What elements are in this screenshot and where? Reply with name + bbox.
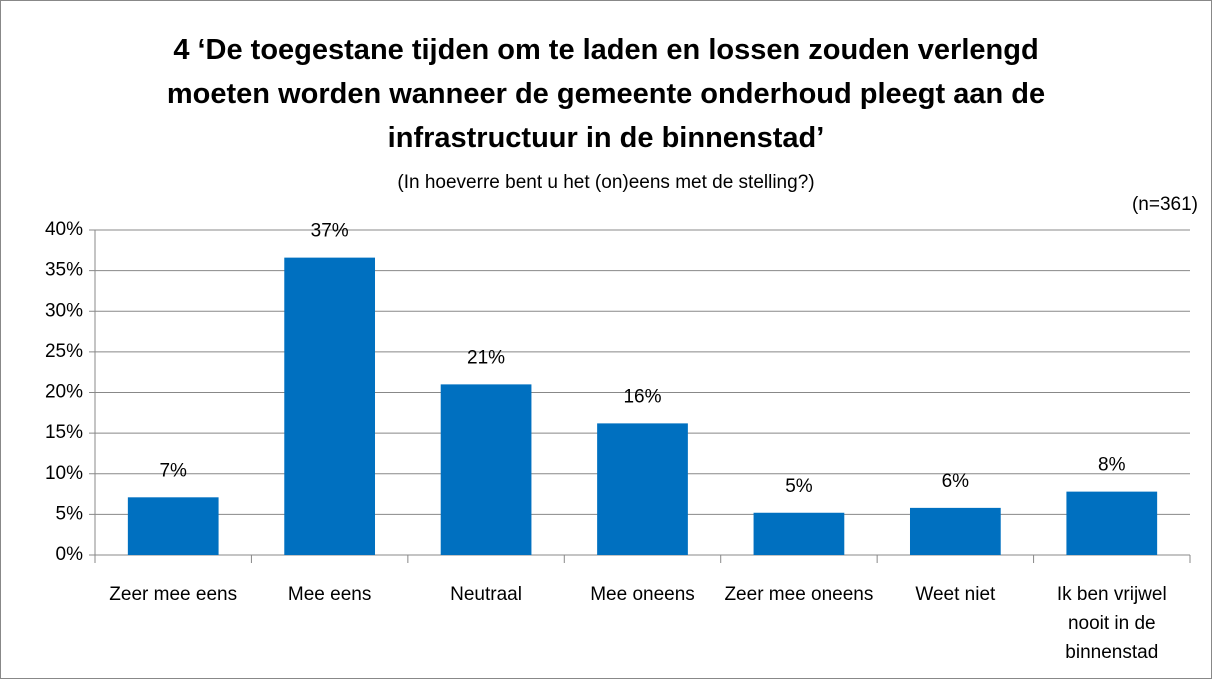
data-label: 8%	[1098, 455, 1126, 476]
bar	[127, 497, 219, 555]
data-label: 21%	[467, 347, 505, 368]
y-tick-label: 10%	[45, 463, 83, 484]
y-tick-label: 0%	[56, 544, 84, 565]
chart-title: 4 ‘De toegestane tijden om te laden en l…	[166, 34, 1046, 154]
chart-subtitle: (In hoeverre bent u het (on)eens met de …	[397, 172, 815, 193]
bar	[1066, 491, 1158, 555]
x-tick-label: Zeer mee oneens	[724, 584, 874, 605]
sample-size-note: (n=361)	[1131, 194, 1198, 215]
y-tick-label: 5%	[56, 503, 84, 524]
y-tick-label: 20%	[45, 382, 83, 403]
y-tick-label: 30%	[45, 300, 83, 321]
data-label: 6%	[942, 471, 970, 492]
data-label: 5%	[785, 476, 813, 497]
data-label: 7%	[159, 460, 187, 481]
y-tick-label: 25%	[45, 341, 83, 362]
x-tick-label: Zeer mee eens	[109, 584, 238, 605]
y-tick-label: 40%	[45, 219, 83, 240]
data-label: 37%	[311, 221, 349, 242]
bar	[440, 384, 532, 555]
bar	[597, 423, 688, 555]
x-tick-label: Mee oneens	[590, 584, 695, 605]
data-label: 16%	[623, 386, 661, 407]
x-tick-label: Weet niet	[915, 584, 996, 605]
bar	[284, 257, 376, 555]
x-tick-label: Mee eens	[287, 584, 372, 605]
y-tick-label: 15%	[45, 422, 83, 443]
bar	[909, 507, 1001, 555]
x-tick-label: Neutraal	[450, 584, 522, 605]
y-tick-label: 35%	[45, 260, 83, 281]
bar	[753, 512, 845, 555]
x-tick-label: Ik ben vrijwel nooit in de binnenstad	[1056, 584, 1167, 663]
